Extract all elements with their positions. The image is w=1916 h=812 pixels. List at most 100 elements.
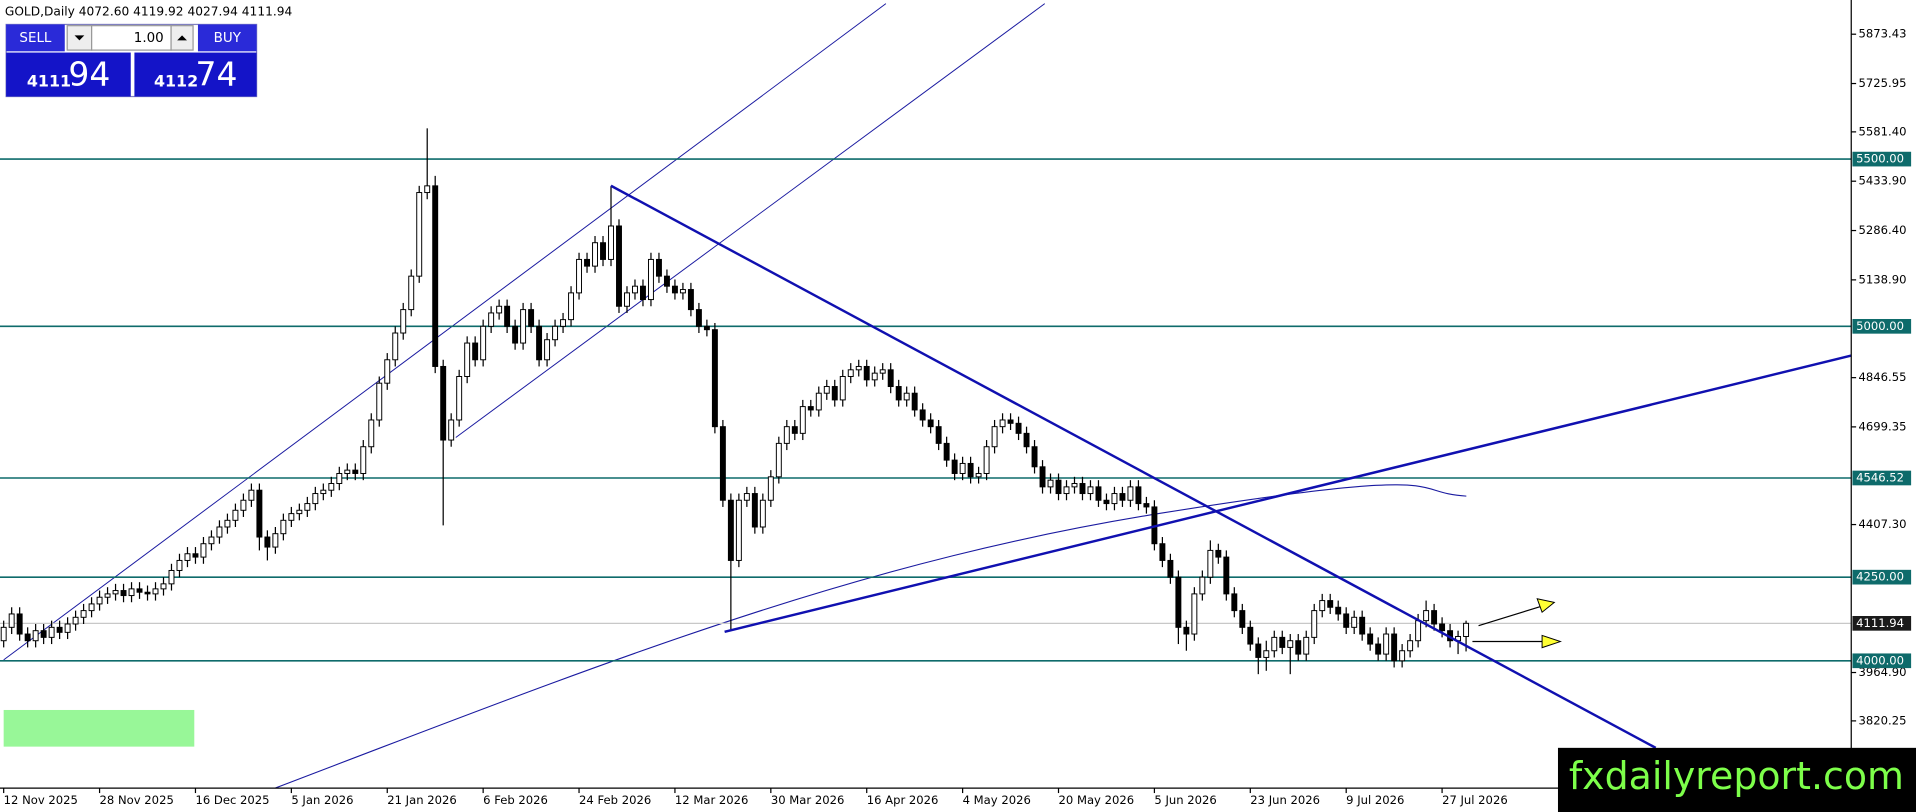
candle-body (1135, 486, 1142, 505)
candle-body (1255, 643, 1262, 658)
candle-body (1303, 636, 1310, 655)
level-label-box (1852, 653, 1912, 669)
candle-body (32, 630, 39, 642)
candle-body (120, 590, 127, 597)
candle-body (16, 613, 23, 635)
candle-body (1199, 576, 1206, 595)
candle-body (663, 275, 670, 287)
candle-body (144, 591, 151, 595)
candle-body (1247, 626, 1254, 645)
buy-button[interactable] (197, 24, 257, 52)
x-tick-label: 6 Feb 2026 (483, 793, 548, 807)
candle-body (1119, 493, 1126, 501)
y-tick-label: 5725.95 (1859, 76, 1907, 90)
candle-body (1087, 486, 1094, 495)
candle-body (695, 309, 702, 327)
candle-body (1271, 636, 1278, 652)
candle-body (408, 275, 415, 311)
candles (0, 128, 1470, 675)
candle-body (775, 442, 782, 478)
ask-box[interactable] (134, 52, 257, 97)
candle-body (1023, 432, 1030, 448)
candle-body (983, 446, 990, 474)
candle-body (1399, 650, 1406, 662)
candle-body (544, 339, 551, 361)
candle-body (496, 305, 503, 314)
candle-body (1311, 610, 1318, 638)
candle-body (640, 285, 646, 301)
candle-body (552, 325, 559, 341)
candle-body (967, 462, 974, 478)
candle-body (1095, 486, 1102, 501)
candle-body (975, 472, 982, 478)
candle-body (847, 369, 854, 377)
level-label: 4250.00 (1856, 570, 1904, 584)
candle-body (64, 623, 71, 633)
candle-body (416, 192, 423, 277)
candle-body (216, 526, 223, 538)
down-icon (74, 35, 85, 41)
candle-body (919, 409, 926, 421)
trade-panel: SELL 1.00 BUY 4111 94 4112 74 (5, 23, 258, 98)
candle-body (1383, 633, 1390, 655)
candle-body (240, 499, 247, 511)
bid-box[interactable] (6, 52, 131, 97)
candle-body (384, 359, 391, 384)
candle-body (743, 493, 750, 501)
candle-body (703, 325, 710, 331)
candle-body (1111, 493, 1118, 505)
moving-average (274, 484, 1467, 789)
y-tick-label: 5873.43 (1859, 27, 1907, 41)
candle-body (1175, 576, 1182, 628)
candle-body (208, 536, 215, 545)
candle-body (1391, 633, 1398, 662)
candle-body (1055, 479, 1062, 495)
candle-body (168, 569, 175, 585)
candle-body (1191, 593, 1198, 635)
candle-body (368, 419, 375, 448)
candle-body (1215, 549, 1222, 558)
candle-body (1231, 593, 1238, 612)
candle-body (8, 613, 15, 628)
last-price-label: 4111.94 (1856, 616, 1904, 630)
candle-body (823, 386, 830, 394)
ask-big: 4112 (154, 71, 198, 90)
y-tick-label: 5581.40 (1859, 124, 1907, 138)
y-tick-label: 3964.90 (1859, 665, 1907, 679)
candle-body (456, 376, 463, 421)
level-label: 5500.00 (1856, 152, 1904, 166)
candle-body (1071, 483, 1078, 488)
candle-body (256, 489, 263, 538)
trendline (610, 184, 1657, 749)
x-tick-label: 12 Mar 2026 (675, 793, 749, 807)
x-tick-label: 27 Jul 2026 (1442, 793, 1508, 807)
lot-value: 1.00 (134, 31, 164, 46)
candle-body (1287, 640, 1294, 648)
candle-body (1431, 610, 1438, 625)
candle-body (152, 588, 159, 595)
x-tick-label: 12 Nov 2025 (4, 793, 78, 807)
candle-body (1335, 606, 1342, 615)
candle-body (568, 292, 575, 321)
level-label-box (1852, 318, 1912, 334)
sell-button[interactable] (6, 24, 65, 52)
candle-body (576, 258, 583, 294)
candle-body (727, 499, 734, 561)
candle-body (1343, 613, 1350, 628)
candle-body (855, 365, 862, 371)
arrow-head (1536, 598, 1556, 614)
candle-body (1127, 486, 1134, 501)
candle-body (136, 588, 143, 593)
ask-small: 74 (196, 54, 238, 93)
candle-body (528, 309, 535, 327)
candle-body (88, 603, 95, 612)
candle-body (1407, 640, 1414, 652)
lot-down[interactable] (66, 25, 93, 51)
candle-body (480, 325, 487, 361)
candle-body (1039, 466, 1046, 488)
level-label: 4000.00 (1856, 653, 1904, 667)
candle-body (1439, 623, 1446, 632)
candle-body (1463, 622, 1470, 637)
